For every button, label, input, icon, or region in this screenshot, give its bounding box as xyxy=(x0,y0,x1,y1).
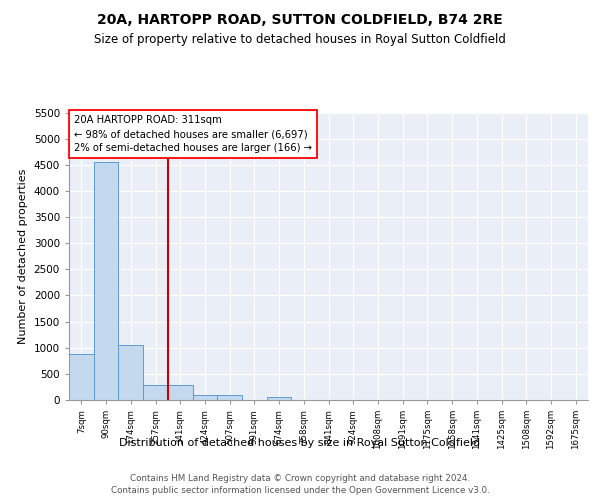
Text: Distribution of detached houses by size in Royal Sutton Coldfield: Distribution of detached houses by size … xyxy=(119,438,481,448)
Text: Contains HM Land Registry data © Crown copyright and database right 2024.: Contains HM Land Registry data © Crown c… xyxy=(130,474,470,483)
Bar xyxy=(94,162,118,400)
Bar xyxy=(193,396,217,400)
Text: 20A HARTOPP ROAD: 311sqm
← 98% of detached houses are smaller (6,697)
2% of semi: 20A HARTOPP ROAD: 311sqm ← 98% of detach… xyxy=(74,116,312,154)
Bar xyxy=(118,344,143,400)
Bar xyxy=(69,354,94,400)
Text: Size of property relative to detached houses in Royal Sutton Coldfield: Size of property relative to detached ho… xyxy=(94,32,506,46)
Y-axis label: Number of detached properties: Number of detached properties xyxy=(18,168,28,344)
Bar xyxy=(143,385,168,400)
Text: Contains public sector information licensed under the Open Government Licence v3: Contains public sector information licen… xyxy=(110,486,490,495)
Bar xyxy=(168,385,193,400)
Bar xyxy=(217,396,242,400)
Text: 20A, HARTOPP ROAD, SUTTON COLDFIELD, B74 2RE: 20A, HARTOPP ROAD, SUTTON COLDFIELD, B74… xyxy=(97,12,503,26)
Bar xyxy=(267,397,292,400)
